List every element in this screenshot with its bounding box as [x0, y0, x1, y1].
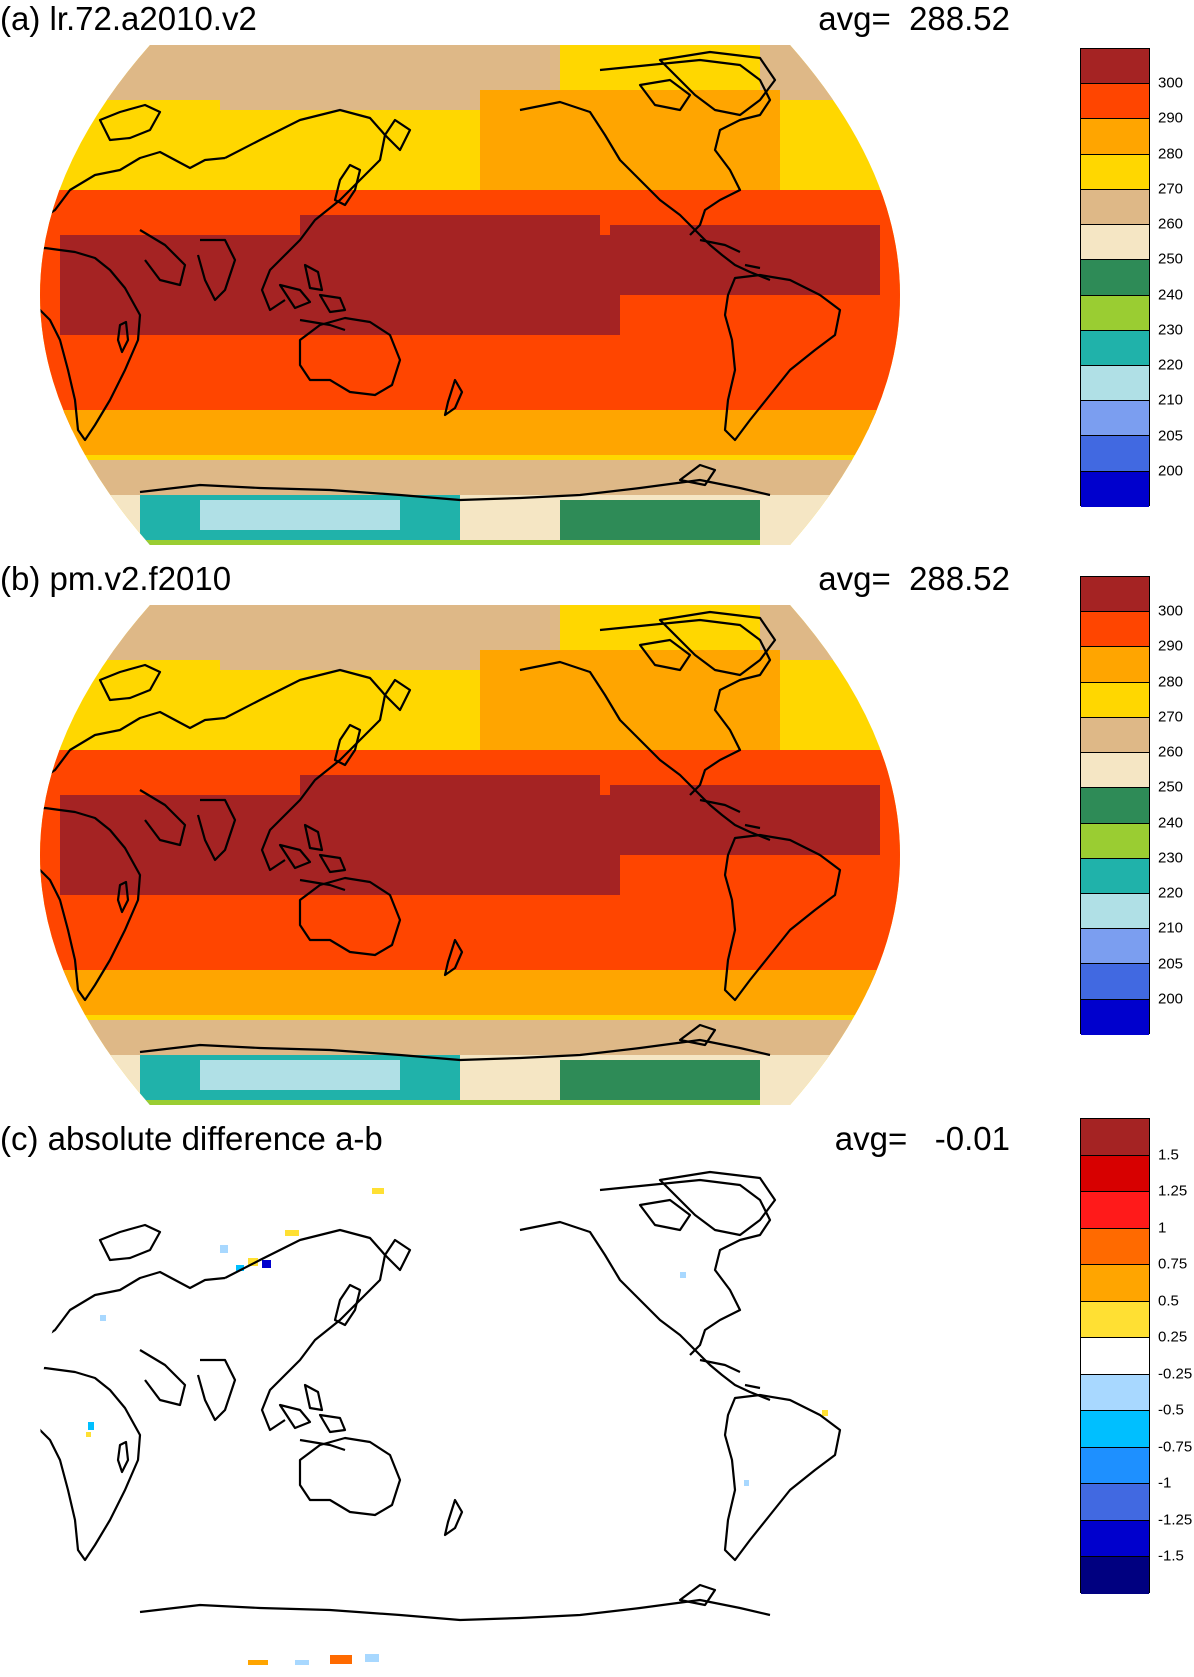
colorbar-swatch	[1081, 365, 1149, 402]
colorbar-swatch	[1081, 788, 1149, 824]
colorbar-label: 230	[1158, 849, 1184, 867]
colorbar-label: -0.75	[1158, 1438, 1193, 1456]
colorbar-label: 0.25	[1158, 1328, 1188, 1346]
colorbar-label: 200	[1158, 990, 1184, 1008]
colorbar-label: 210	[1158, 391, 1184, 409]
colorbar-swatch	[1081, 225, 1149, 261]
colorbar-label: 300	[1158, 602, 1184, 620]
colorbar-label: 1.5	[1158, 1146, 1179, 1164]
colorbar-label: 1	[1158, 1219, 1167, 1237]
panel-average: avg= 288.52	[818, 0, 1010, 37]
colorbar-swatch	[1081, 1192, 1149, 1229]
colorbar-swatch	[1081, 84, 1149, 120]
colorbar-swatch	[1081, 1520, 1149, 1558]
colorbar-label: 260	[1158, 743, 1184, 761]
colorbar-swatch	[1081, 1155, 1149, 1193]
colorbar-swatch	[1081, 295, 1149, 331]
colorbar-label: 240	[1158, 286, 1184, 304]
difference-map	[40, 1165, 900, 1665]
colorbar-label: 250	[1158, 250, 1184, 268]
colorbar-swatch	[1081, 823, 1149, 859]
colorbar-swatches	[1080, 48, 1150, 507]
colorbar-label: 1.25	[1158, 1182, 1188, 1200]
colorbar-swatch	[1081, 401, 1149, 437]
colorbar-label: 260	[1158, 215, 1184, 233]
colorbar-swatch	[1081, 49, 1149, 85]
colorbar-swatch	[1081, 1119, 1149, 1156]
colorbar-label: 210	[1158, 919, 1184, 937]
colorbar-label: 300	[1158, 74, 1184, 92]
panel-title: (b) pm.v2.f2010	[0, 560, 232, 597]
colorbar-swatches	[1080, 1118, 1150, 1594]
colorbar-label: 200	[1158, 462, 1184, 480]
panel-average: avg= -0.01	[834, 1120, 1010, 1157]
colorbar-swatch	[1081, 1338, 1149, 1375]
colorbar-swatch	[1081, 753, 1149, 789]
panel-average: avg= 288.52	[818, 560, 1010, 597]
temperature-map	[40, 605, 900, 1105]
colorbar-swatch	[1081, 1411, 1149, 1448]
colorbar-swatch	[1081, 717, 1149, 754]
colorbar-swatch	[1081, 1228, 1149, 1266]
colorbar-swatch	[1081, 260, 1149, 296]
colorbar-swatches	[1080, 576, 1150, 1035]
colorbar-swatch	[1081, 154, 1149, 190]
colorbar-swatch	[1081, 893, 1149, 930]
colorbar-label: 240	[1158, 814, 1184, 832]
colorbar-label: 250	[1158, 778, 1184, 796]
colorbar-label: 0.5	[1158, 1292, 1179, 1310]
colorbar-swatch	[1081, 1557, 1149, 1594]
panel-title: (c) absolute difference a-b	[0, 1120, 383, 1157]
colorbar-swatch	[1081, 436, 1149, 472]
colorbar-swatch	[1081, 929, 1149, 965]
colorbar-label: -0.5	[1158, 1401, 1184, 1419]
colorbar-label: -1	[1158, 1474, 1172, 1492]
colorbar-swatch	[1081, 682, 1149, 718]
colorbar-label: -1.5	[1158, 1547, 1184, 1565]
colorbar-swatch	[1081, 1484, 1149, 1521]
colorbar-label: 220	[1158, 884, 1184, 902]
colorbar-label: 205	[1158, 955, 1184, 973]
colorbar-label: 290	[1158, 109, 1184, 127]
colorbar-label: 290	[1158, 637, 1184, 655]
colorbar-swatch	[1081, 1447, 1149, 1485]
colorbar-label: -1.25	[1158, 1511, 1193, 1529]
temperature-map	[40, 45, 900, 545]
colorbar-label: 280	[1158, 145, 1184, 163]
colorbar-label: 280	[1158, 673, 1184, 691]
colorbar-swatch	[1081, 189, 1149, 226]
colorbar-swatch	[1081, 1265, 1149, 1302]
panel-title: (a) lr.72.a2010.v2	[0, 0, 257, 37]
colorbar-swatch	[1081, 1374, 1149, 1412]
colorbar-swatch	[1081, 612, 1149, 648]
colorbar-swatch	[1081, 330, 1149, 366]
colorbar-swatch	[1081, 471, 1149, 507]
colorbar-label: 270	[1158, 708, 1184, 726]
colorbar-label: 220	[1158, 356, 1184, 374]
panel-c: (c) absolute difference a-b avg= -0.01 1…	[0, 1118, 1194, 1677]
colorbar-swatch	[1081, 119, 1149, 155]
panel-a: (a) lr.72.a2010.v2 avg= 288.52 300 290 280…	[0, 0, 1194, 568]
colorbar-swatch	[1081, 964, 1149, 1000]
colorbar-label: 0.75	[1158, 1255, 1188, 1273]
colorbar-swatch	[1081, 647, 1149, 683]
colorbar-label: -0.25	[1158, 1365, 1193, 1383]
colorbar-label: 230	[1158, 321, 1184, 339]
colorbar-swatch	[1081, 577, 1149, 613]
colorbar-swatch	[1081, 999, 1149, 1035]
colorbar-label: 270	[1158, 180, 1184, 198]
colorbar-swatch	[1081, 858, 1149, 894]
panel-b: (b) pm.v2.f2010 avg= 288.52 300 290 280 270…	[0, 560, 1194, 1128]
colorbar-swatch	[1081, 1301, 1149, 1339]
colorbar-label: 205	[1158, 427, 1184, 445]
